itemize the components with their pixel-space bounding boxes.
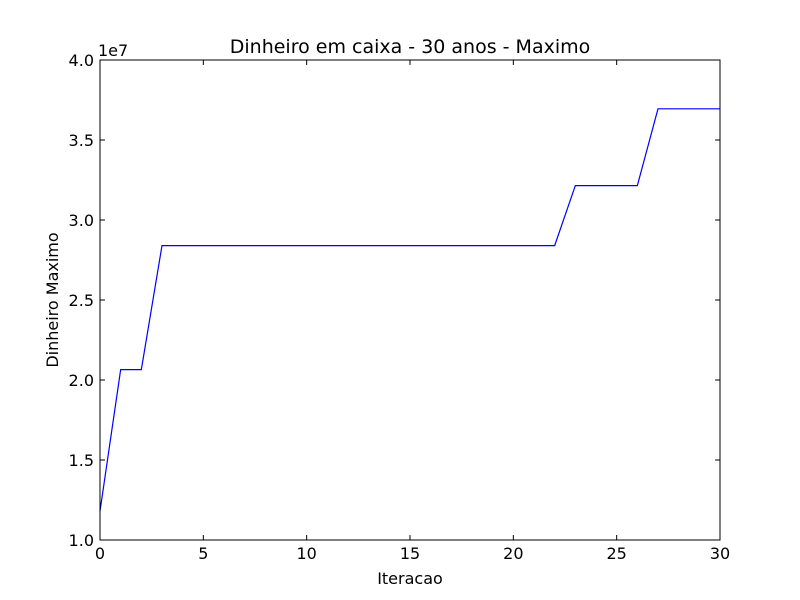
y-tick-label: 1.5: [69, 451, 94, 470]
x-tick-label: 5: [198, 544, 208, 563]
x-tick-label: 10: [296, 544, 316, 563]
plot-frame: [99, 59, 721, 541]
plot-area: [99, 108, 720, 512]
x-tick-label: 20: [503, 544, 523, 563]
y-axis-multiplier: 1e7: [98, 41, 128, 60]
y-tick-label: 1.0: [69, 531, 94, 550]
chart-title: Dinheiro em caixa - 30 anos - Maximo: [230, 36, 591, 58]
y-tick-label: 4.0: [69, 51, 94, 70]
x-tick-label: 30: [710, 544, 730, 563]
y-tick-label: 2.0: [69, 371, 94, 390]
x-axis-label: Iteracao: [377, 569, 443, 588]
y-tick-label: 3.0: [69, 211, 94, 230]
x-tick-label: 0: [95, 544, 105, 563]
x-tick-label: 15: [400, 544, 420, 563]
y-tick-label: 2.5: [69, 291, 94, 310]
x-tick-label: 25: [606, 544, 626, 563]
series-line: [99, 108, 720, 512]
y-axis-label: Dinheiro Maximo: [43, 232, 62, 367]
y-tick-label: 3.5: [69, 131, 94, 150]
axis-ticks: 0 5 10 15 20 25 30 1.0 1.5 2.0 2.5 3.0 3.5 4.0: [69, 51, 731, 563]
